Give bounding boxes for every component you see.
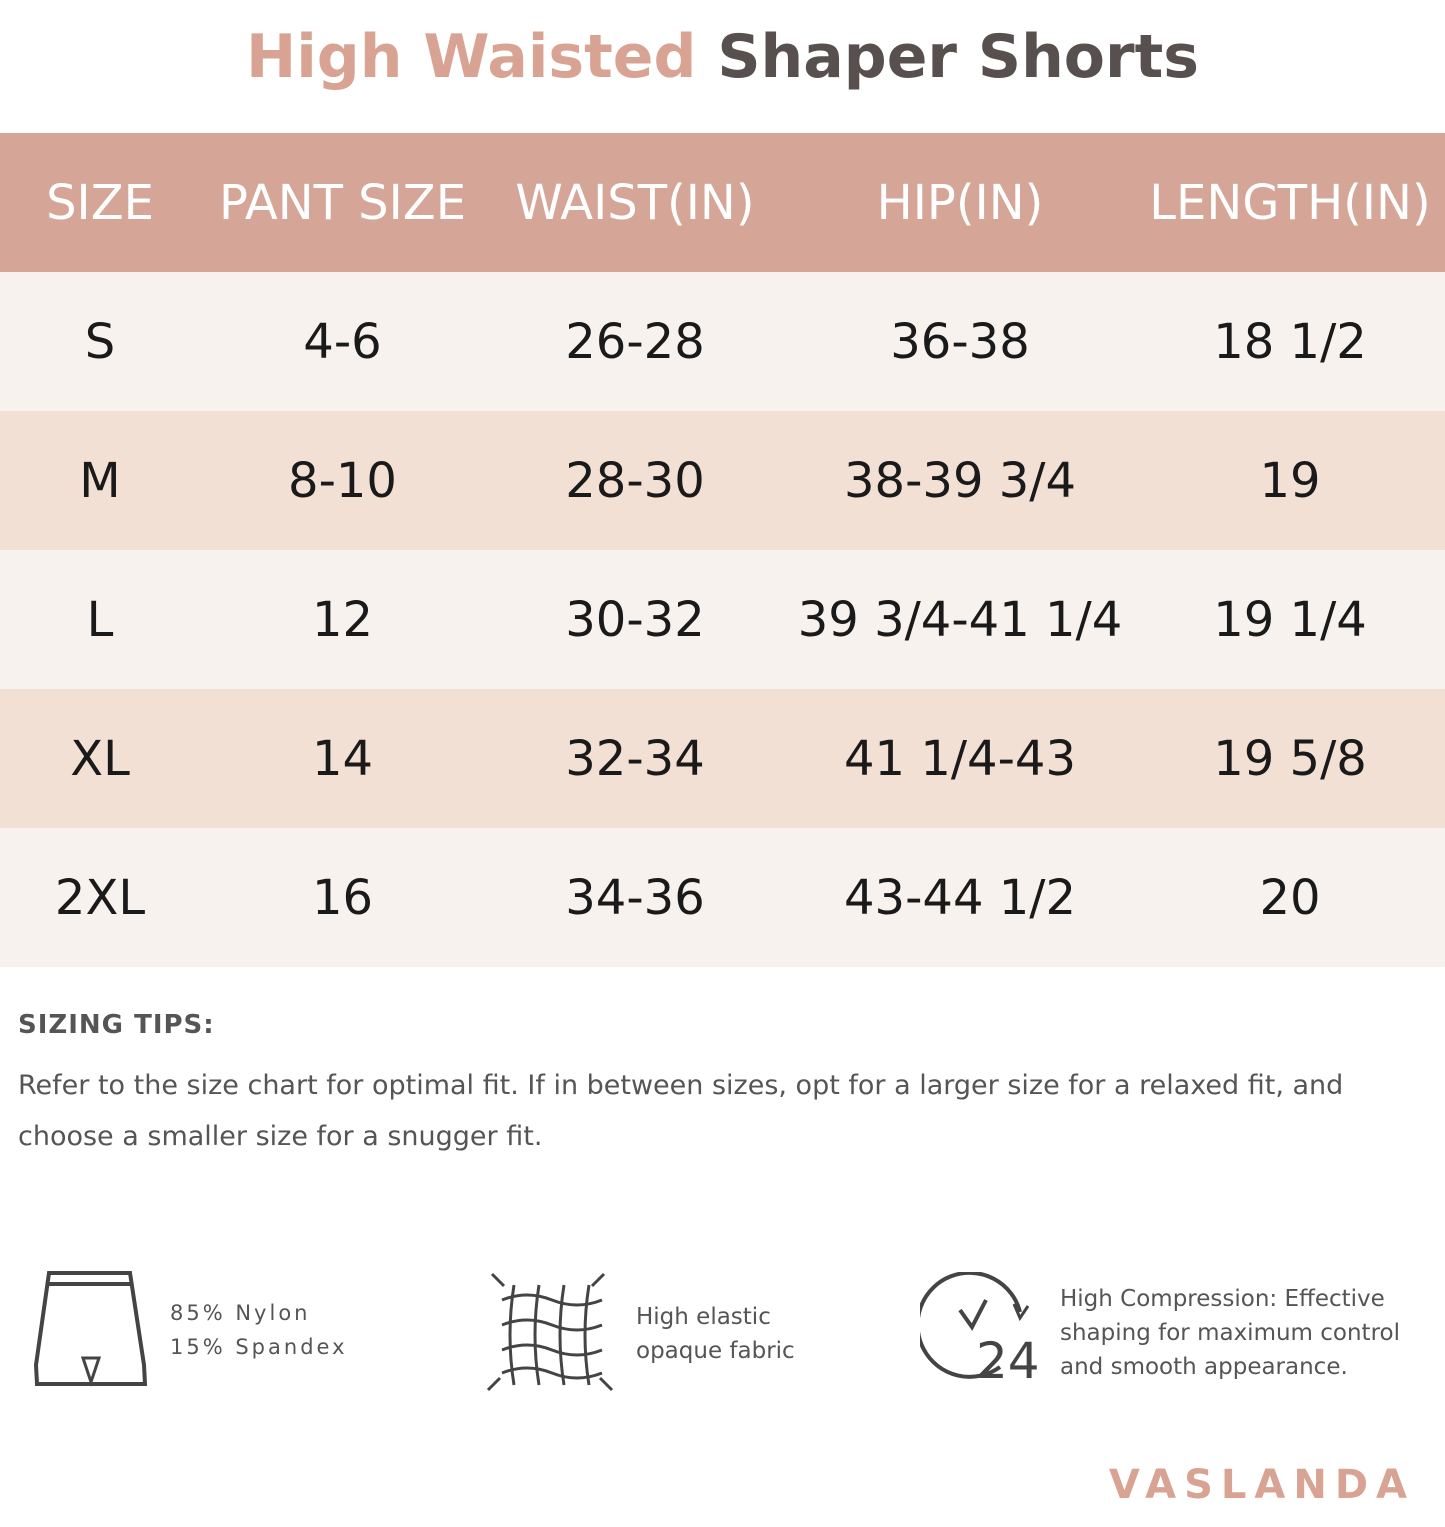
table-cell: 4-6 [200,272,485,411]
feature-compression: High Compression: Effective shaping for … [1060,1282,1400,1384]
table-cell: 34-36 [485,828,785,967]
table-cell: 19 1/4 [1135,550,1445,689]
table-cell: 16 [200,828,485,967]
table-header-row: SIZE PANT SIZE WAIST(IN) HIP(IN) LENGTH(… [0,133,1445,272]
table-cell: M [0,411,200,550]
brand-logo: VASLANDA [1108,1462,1415,1508]
clock-24-label: 24 [976,1332,1040,1384]
table-cell: 28-30 [485,411,785,550]
feature-line: 85% Nylon [170,1301,311,1325]
shorts-icon [33,1271,148,1387]
header-pant-size: PANT SIZE [200,133,485,272]
table-row: L 12 30-32 39 3/4-41 1/4 19 1/4 [0,550,1445,689]
feature-material: 85% Nylon 15% Spandex [170,1296,348,1364]
table-cell: 14 [200,689,485,828]
table-cell: 2XL [0,828,200,967]
feature-fabric: High elastic opaque fabric [636,1300,795,1368]
header-size: SIZE [0,133,200,272]
title-accent: High Waisted [245,22,697,92]
table-cell: 12 [200,550,485,689]
table-cell: 19 5/8 [1135,689,1445,828]
table-cell: 26-28 [485,272,785,411]
table-cell: S [0,272,200,411]
sizing-tips-text: Refer to the size chart for optimal fit.… [18,1070,1344,1152]
size-table: SIZE PANT SIZE WAIST(IN) HIP(IN) LENGTH(… [0,133,1445,967]
table-cell: 39 3/4-41 1/4 [785,550,1135,689]
sizing-tips-heading: SIZING TIPS: [18,1010,215,1040]
feature-line: 15% Spandex [170,1335,348,1359]
stretch-fabric-icon [486,1272,614,1392]
page-title: High Waisted Shaper Shorts [0,22,1445,92]
table-cell: 20 [1135,828,1445,967]
title-main: Shaper Shorts [717,22,1200,92]
table-row: M 8-10 28-30 38-39 3/4 19 [0,411,1445,550]
table-cell: 32-34 [485,689,785,828]
feature-line: opaque fabric [636,1338,795,1364]
clock-24-icon: 24 [920,1272,1040,1384]
feature-line: and smooth appearance. [1060,1354,1348,1380]
table-cell: 43-44 1/2 [785,828,1135,967]
table-cell: 19 [1135,411,1445,550]
table-cell: XL [0,689,200,828]
table-cell: L [0,550,200,689]
table-row: 2XL 16 34-36 43-44 1/2 20 [0,828,1445,967]
table-cell: 36-38 [785,272,1135,411]
header-waist: WAIST(IN) [485,133,785,272]
table-cell: 41 1/4-43 [785,689,1135,828]
feature-line: High Compression: Effective [1060,1286,1385,1312]
table-row: S 4-6 26-28 36-38 18 1/2 [0,272,1445,411]
header-hip: HIP(IN) [785,133,1135,272]
header-length: LENGTH(IN) [1135,133,1445,272]
feature-line: shaping for maximum control [1060,1320,1400,1346]
feature-line: High elastic [636,1304,771,1330]
table-cell: 30-32 [485,550,785,689]
table-cell: 18 1/2 [1135,272,1445,411]
table-row: XL 14 32-34 41 1/4-43 19 5/8 [0,689,1445,828]
table-cell: 8-10 [200,411,485,550]
table-cell: 38-39 3/4 [785,411,1135,550]
